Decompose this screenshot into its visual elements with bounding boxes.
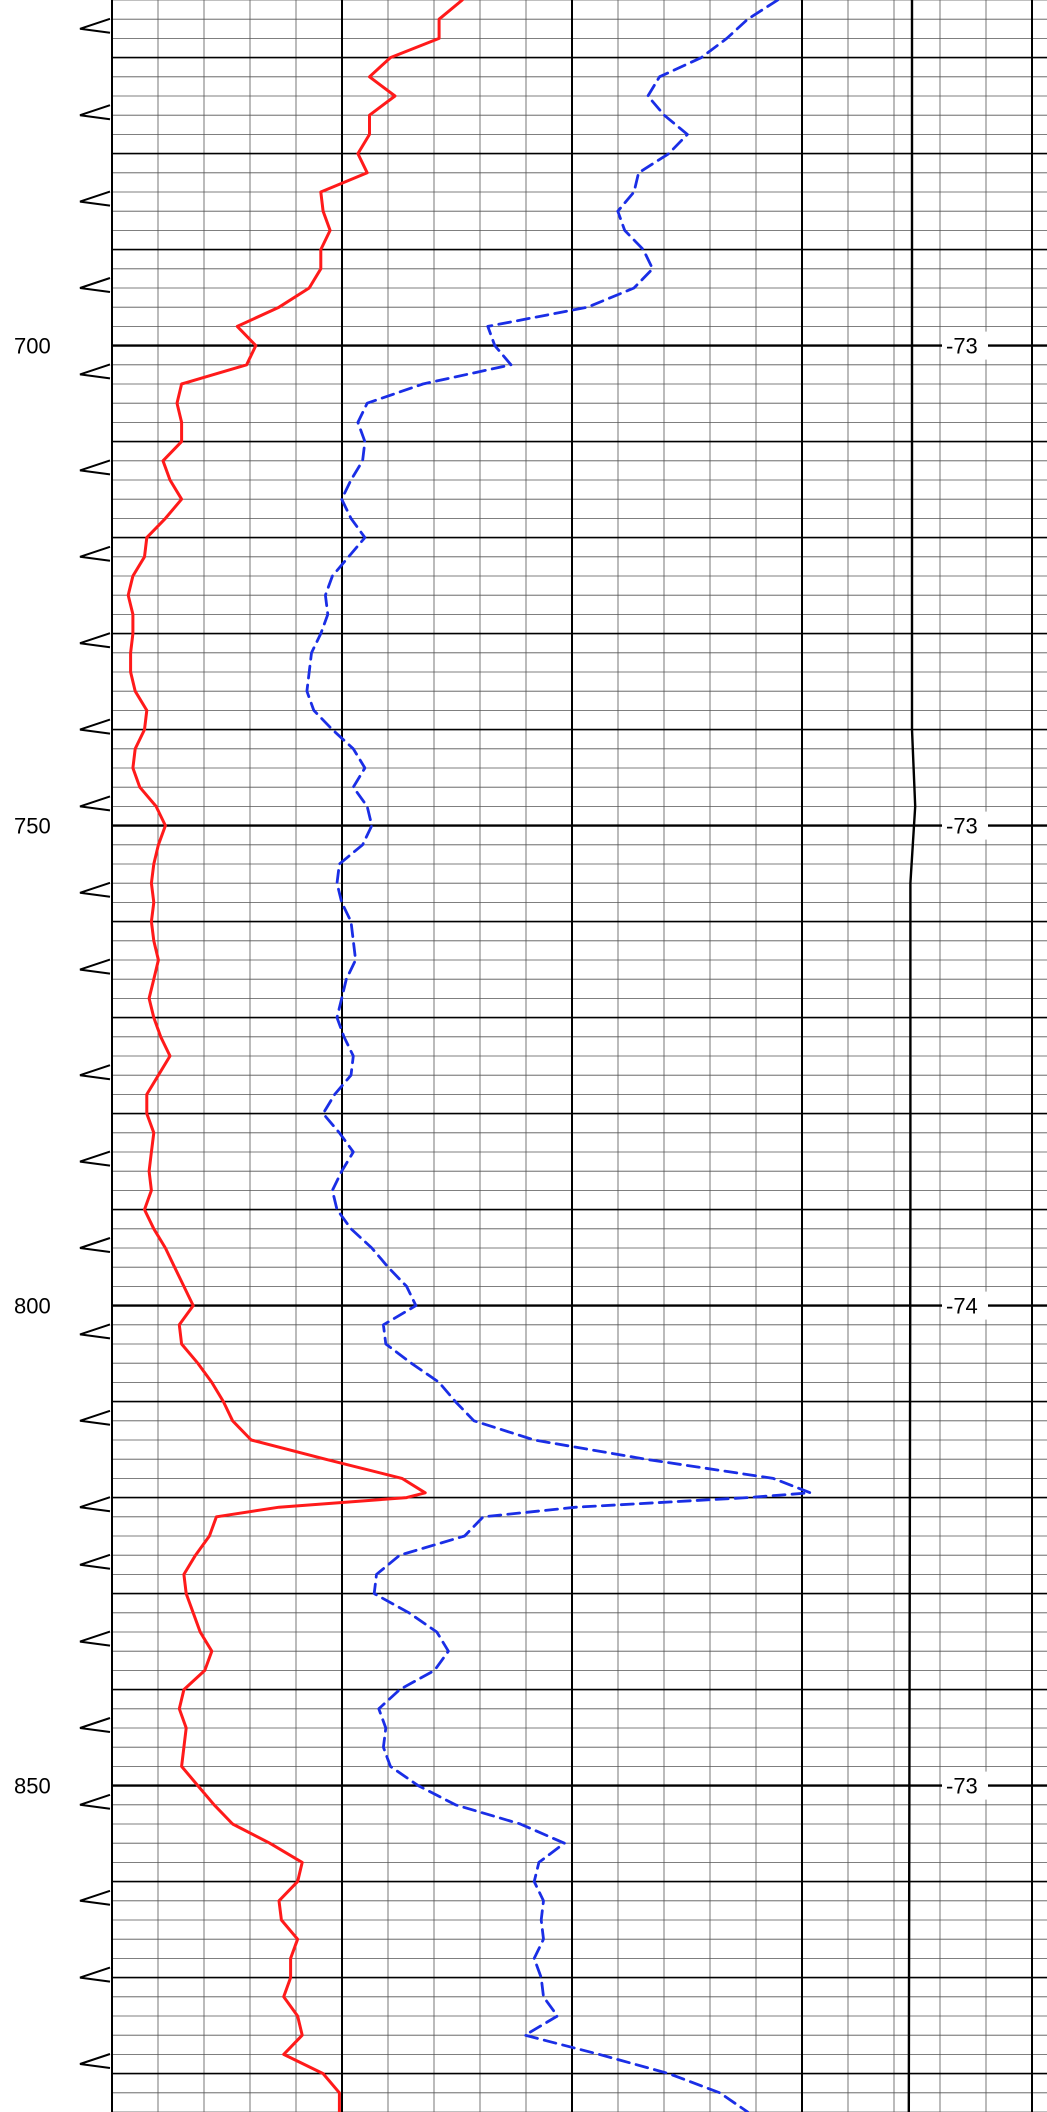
- depth-marker-flag: [79, 1553, 111, 1570]
- depth-marker-flag: [79, 632, 111, 649]
- depth-marker-flag: [79, 1409, 111, 1426]
- depth-marker-flag: [79, 1717, 111, 1733]
- sp-baseline-curve: [907, 0, 917, 2112]
- depth-marker-flag: [79, 1150, 111, 1167]
- depth-marker-flag: [79, 795, 111, 812]
- depth-label: 800: [14, 1294, 51, 1319]
- depth-marker-flag: [79, 545, 111, 562]
- depth-marker-flag: [79, 718, 111, 735]
- depth-label: 750: [14, 814, 51, 839]
- depth-label: 850: [14, 1774, 51, 1799]
- depth-marker-flag: [79, 1889, 111, 1906]
- depth-marker-flag: [79, 1630, 111, 1647]
- depth-marker-flag: [79, 1323, 111, 1340]
- sp-value-label: -73: [946, 334, 978, 359]
- sp-label-background: [942, 1771, 988, 1800]
- depth-marker-flag: [79, 17, 111, 34]
- depth-marker-flag: [79, 2053, 111, 2069]
- depth-marker-flag: [79, 1496, 111, 1513]
- sp-value-label: -73: [946, 814, 978, 839]
- depth-marker-flag: [79, 1064, 111, 1081]
- dashed-log-curve: [305, 0, 812, 2112]
- major-grid: [111, 0, 1047, 2112]
- depth-marker-flag: [79, 190, 111, 207]
- depth-marker-flag: [79, 363, 111, 380]
- sp-label-background: [942, 811, 988, 840]
- depth-marker-flag: [79, 104, 111, 121]
- depth-label: 700: [14, 334, 51, 359]
- sp-value-label: -73: [946, 1774, 978, 1799]
- depth-marker-flag: [79, 277, 111, 293]
- minor-grid: [112, 0, 1047, 2112]
- depth-marker-flag: [79, 1966, 111, 1983]
- depth-marker-flag: [79, 958, 111, 975]
- sp-label-background: [942, 1291, 988, 1320]
- sp-label-background: [942, 331, 988, 360]
- depth-marker-flag: [79, 1793, 111, 1810]
- depth-axis-labels: 700 750 800 850: [14, 334, 51, 1799]
- depth-marker-column: [79, 17, 111, 2069]
- depth-marker-flag: [79, 1237, 111, 1253]
- solid-log-curve: [126, 0, 464, 2112]
- sp-value-label: -74: [946, 1294, 978, 1319]
- sp-value-labels: -73 -73 -74 -73: [942, 331, 988, 1800]
- log-curves: [126, 0, 917, 2112]
- depth-marker-flag: [79, 881, 111, 898]
- depth-marker-flag: [79, 459, 111, 476]
